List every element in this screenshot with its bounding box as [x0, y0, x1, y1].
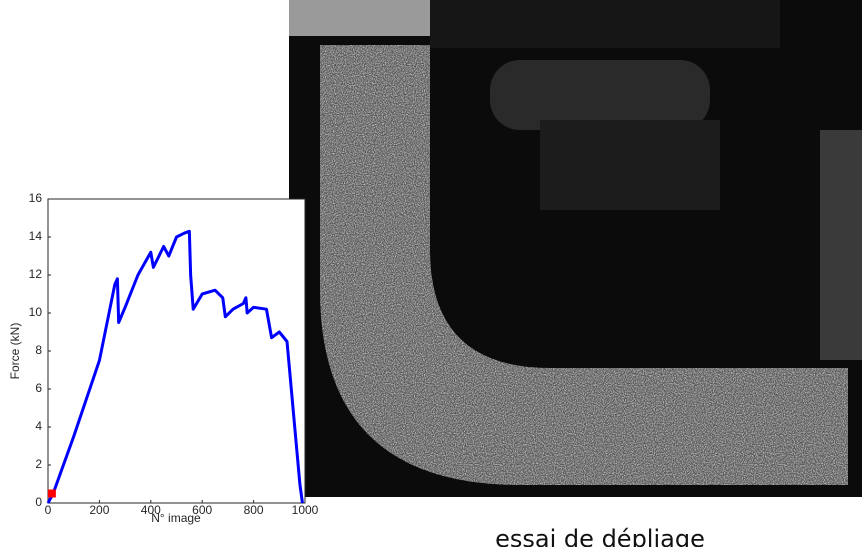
x-tick-label: 400 [141, 503, 161, 517]
y-tick-label: 2 [35, 457, 42, 471]
page: N° image Force (kN) essai de dépliage 02… [0, 0, 862, 547]
y-tick-label: 8 [35, 343, 42, 357]
y-tick-label: 14 [29, 229, 43, 243]
x-tick-label: 200 [89, 503, 109, 517]
y-tick-label: 6 [35, 381, 42, 395]
photo [289, 0, 862, 497]
y-axis-label: Force (kN) [8, 323, 22, 380]
x-tick-label: 1000 [292, 503, 319, 517]
x-tick-label: 0 [45, 503, 52, 517]
y-tick-label: 4 [35, 419, 42, 433]
y-tick-label: 10 [29, 305, 43, 319]
caption: essai de dépliage [495, 525, 705, 547]
y-tick-label: 16 [29, 191, 43, 205]
y-tick-label: 0 [35, 495, 42, 509]
plot-area [48, 199, 305, 503]
y-tick-label: 12 [29, 267, 43, 281]
x-tick-label: 600 [192, 503, 212, 517]
x-tick-label: 800 [244, 503, 264, 517]
current-point [48, 490, 56, 498]
